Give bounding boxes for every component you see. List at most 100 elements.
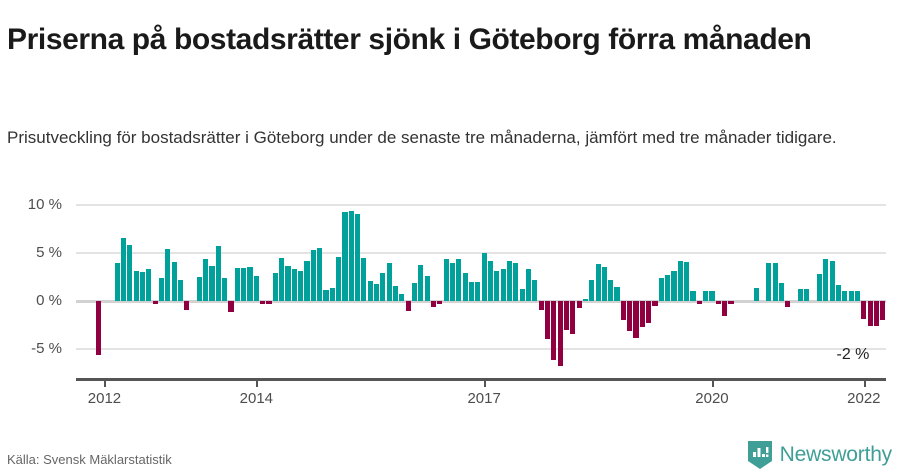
- bar: [709, 291, 715, 301]
- bar: [494, 271, 500, 301]
- bar: [449, 262, 456, 301]
- bar: [671, 271, 677, 301]
- bar: [703, 291, 709, 301]
- bar: [399, 294, 405, 301]
- bar: [196, 276, 202, 301]
- bar: [361, 257, 367, 301]
- bar-chart-pin-icon: [747, 440, 773, 470]
- bar: [139, 272, 145, 301]
- bar: [234, 268, 240, 301]
- bar: [601, 267, 607, 301]
- bar: [633, 301, 639, 338]
- x-tick-label: 2022: [847, 390, 881, 407]
- y-tick-label: 10 %: [27, 195, 62, 213]
- bar: [658, 277, 664, 301]
- bar: [804, 289, 810, 301]
- newsworthy-logo[interactable]: Newsworthy: [747, 440, 892, 470]
- bar: [386, 263, 392, 301]
- bar: [418, 265, 424, 301]
- bar: [291, 269, 297, 301]
- bar: [298, 271, 304, 301]
- bar: [367, 280, 373, 301]
- bar: [525, 269, 532, 301]
- value-annotation: -2 %: [836, 346, 870, 364]
- x-axis-line: [76, 378, 886, 381]
- y-tick-label: 0 %: [36, 292, 62, 309]
- bar: [829, 260, 835, 301]
- gridline-0: [76, 300, 886, 303]
- source-note: Källa: Svensk Mäklarstatistik: [7, 452, 172, 467]
- gridline-5: [76, 251, 886, 254]
- bar: [620, 301, 626, 321]
- bar: [336, 256, 342, 301]
- bar: [690, 291, 696, 301]
- bar: [627, 301, 633, 331]
- bar: [538, 301, 544, 310]
- bar: [215, 246, 221, 301]
- bar: [133, 271, 139, 301]
- bar: [551, 301, 557, 360]
- gridline--5: [76, 348, 886, 351]
- bar: [880, 301, 886, 321]
- bar: [405, 301, 411, 311]
- bar: [722, 301, 728, 317]
- bar: [652, 301, 658, 306]
- bar: [462, 273, 468, 301]
- bar: [570, 301, 576, 334]
- page-title: Priserna på bostadsrätter sjönk i Götebo…: [7, 23, 812, 57]
- bar: [348, 210, 354, 301]
- bar: [779, 282, 785, 301]
- x-tick-label: 2012: [87, 390, 122, 407]
- bar: [639, 301, 645, 327]
- bar: [329, 287, 335, 301]
- bar: [785, 301, 791, 307]
- bar: [374, 283, 380, 301]
- bar: [766, 263, 772, 301]
- bar: [816, 274, 823, 301]
- bar: [614, 286, 620, 301]
- bar: [500, 269, 506, 301]
- bar: [222, 277, 228, 301]
- bar: [563, 301, 569, 330]
- bar: [120, 238, 127, 301]
- bar: [260, 301, 266, 304]
- bar: [380, 273, 386, 301]
- gridline-10: [76, 203, 886, 206]
- bar: [424, 275, 430, 301]
- bar: [728, 301, 734, 304]
- bar: [152, 301, 158, 304]
- bar: [443, 258, 449, 301]
- bar: [576, 301, 582, 308]
- bar: [114, 263, 120, 301]
- bar: [696, 301, 702, 304]
- y-tick-label: -5 %: [31, 340, 62, 358]
- bar: [557, 301, 563, 367]
- bar: [146, 269, 152, 301]
- bar: [323, 290, 329, 301]
- x-tick-mark: [863, 381, 866, 387]
- bar: [677, 260, 683, 301]
- bar: [873, 301, 880, 326]
- bar: [848, 291, 854, 301]
- bar: [861, 301, 867, 320]
- bar: [355, 214, 361, 301]
- bar: [481, 252, 487, 301]
- bar: [823, 258, 829, 301]
- bar: [487, 260, 494, 301]
- bar: [177, 279, 183, 301]
- bar: [184, 301, 190, 310]
- bar: [475, 281, 481, 301]
- bar: [158, 277, 164, 301]
- bar: [241, 268, 247, 301]
- x-tick-mark: [484, 381, 487, 387]
- x-tick-label: 2014: [239, 390, 274, 407]
- bar: [304, 260, 310, 301]
- bar: [582, 298, 588, 301]
- bar: [715, 301, 721, 304]
- bar: [842, 291, 848, 301]
- bar: [513, 262, 519, 301]
- bar: [835, 284, 842, 301]
- bar: [468, 281, 475, 301]
- bar: [393, 285, 399, 301]
- bar: [867, 301, 873, 326]
